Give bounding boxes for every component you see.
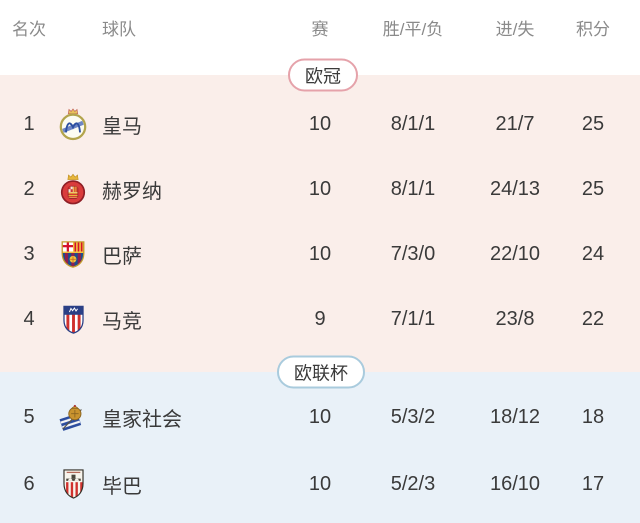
win-draw-loss: 5/2/3 (390, 472, 436, 495)
team-name: 皇家社会 (102, 408, 182, 431)
goals-for-against: 21/7 (495, 112, 535, 135)
table-row-barcelona[interactable]: 3 (0, 221, 640, 287)
europa-league-badge: 欧联杯 (277, 355, 365, 389)
matches-played: 10 (308, 177, 332, 200)
points: 24 (581, 242, 605, 265)
header-played: 赛 (311, 19, 329, 39)
goals-for-against: 18/12 (489, 405, 541, 428)
win-draw-loss: 5/3/2 (390, 405, 436, 428)
table-row-girona[interactable]: 2 赫罗纳 10 8/1/1 24/13 25 (0, 156, 640, 222)
real-sociedad-crest-icon (58, 401, 88, 433)
points: 22 (581, 307, 605, 330)
points: 17 (581, 472, 605, 495)
points: 25 (581, 112, 605, 135)
rank: 1 (23, 112, 35, 135)
matches-played: 10 (308, 112, 332, 135)
team-name: 马竞 (102, 310, 142, 333)
table-row-atletico-madrid[interactable]: 4 马竞 9 7/1/1 23/8 22 (0, 286, 640, 352)
matches-played: 9 (314, 307, 326, 330)
goals-for-against: 24/13 (489, 177, 541, 200)
points: 25 (581, 177, 605, 200)
barcelona-crest-icon (58, 238, 88, 271)
table-row-real-sociedad[interactable]: 5 皇家社会 10 5/3/2 18/12 18 (0, 384, 640, 450)
goals-for-against: 22/10 (489, 242, 541, 265)
rank: 5 (23, 405, 35, 428)
header-goals: 进/失 (495, 19, 535, 39)
win-draw-loss: 7/3/0 (390, 242, 436, 265)
header-win-draw-loss: 胜/平/负 (382, 19, 444, 39)
team-name: 赫罗纳 (102, 180, 162, 203)
rank: 3 (23, 242, 35, 265)
rank: 4 (23, 307, 35, 330)
champions-league-badge: 欧冠 (288, 58, 358, 92)
header-rank: 名次 (12, 19, 46, 39)
win-draw-loss: 8/1/1 (390, 112, 436, 135)
girona-crest-icon (58, 172, 88, 206)
matches-played: 10 (308, 405, 332, 428)
header-points: 积分 (576, 19, 610, 39)
points: 18 (581, 405, 605, 428)
team-name: 皇马 (102, 115, 142, 138)
win-draw-loss: 7/1/1 (390, 307, 436, 330)
athletic-bilbao-crest-icon (58, 467, 88, 501)
rank: 2 (23, 177, 35, 200)
goals-for-against: 23/8 (495, 307, 535, 330)
team-name: 巴萨 (102, 245, 142, 268)
table-row-real-madrid[interactable]: 1 皇马 10 8/1/1 21/7 25 (0, 91, 640, 157)
header-team: 球队 (102, 19, 136, 39)
atletico-madrid-crest-icon (58, 303, 88, 336)
rank: 6 (23, 472, 35, 495)
win-draw-loss: 8/1/1 (390, 177, 436, 200)
real-madrid-crest-icon (58, 107, 88, 141)
matches-played: 10 (308, 472, 332, 495)
champions-league-zone (0, 75, 640, 372)
europa-league-zone (0, 372, 640, 523)
goals-for-against: 16/10 (489, 472, 541, 495)
team-name: 毕巴 (102, 475, 142, 498)
matches-played: 10 (308, 242, 332, 265)
table-header: 名次 球队 赛 胜/平/负 进/失 积分 (0, 0, 640, 54)
table-row-athletic-bilbao[interactable]: 6 毕巴 10 5/2/3 16/10 1 (0, 451, 640, 517)
